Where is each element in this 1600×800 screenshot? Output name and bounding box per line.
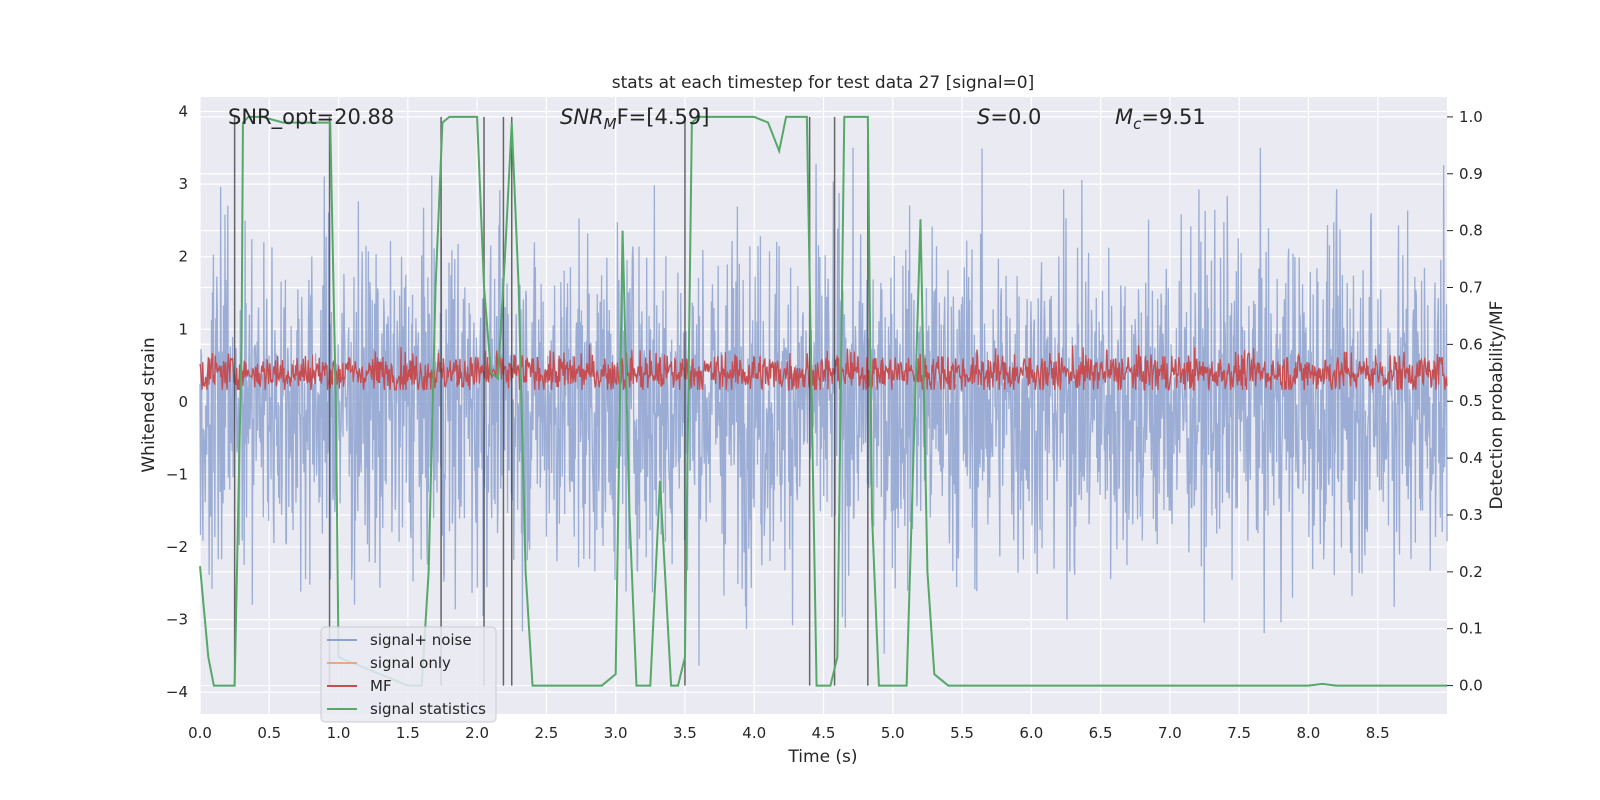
legend: signal+ noise signal only MF signal stat… [320,626,497,723]
snr-mf-rest: F=[4.59] [617,105,710,129]
x-tick-label: 1.5 [396,724,420,742]
y-left-axis-ticks: −4 −3 −2 −1 0 1 2 3 4 [166,103,188,702]
y-left-tick-label: −3 [166,611,188,629]
signal-statistics-series [199,115,1447,687]
y-right-tick-label: 0.1 [1459,620,1483,638]
snr-mf-main: SNR [560,105,604,129]
mc-rest: =9.51 [1141,105,1205,129]
y-right-tick-label: 0.9 [1459,165,1483,183]
x-tick-label: 2.5 [534,724,558,742]
annotation-snr-mf: SNRMF=[4.59] [560,105,709,133]
y-right-tick-label: 0.6 [1459,335,1483,353]
signal-noise-series [199,147,1448,666]
y-left-tick-label: −2 [166,538,188,556]
x-tick-label: 4.5 [812,724,836,742]
x-axis-ticks: 0.0 0.5 1.0 1.5 2.0 2.5 3.0 3.5 4.0 4.5 5.0 5.5 6.0 6… [188,724,1390,742]
y-left-tick-label: 2 [178,248,188,266]
snr-mf-sub: M [604,115,617,133]
y-left-tick-label: −1 [166,465,188,483]
x-tick-label: 4.0 [742,724,766,742]
legend-label-mf: MF [370,677,392,695]
x-tick-label: 7.5 [1227,724,1251,742]
y-right-tick-label: 0.2 [1459,563,1483,581]
y-right-axis-label: Detection probability/MF [1487,301,1507,510]
x-tick-label: 3.5 [673,724,697,742]
x-tick-label: 6.5 [1089,724,1113,742]
mc-sub: c [1133,115,1142,133]
mf-line [199,344,1448,392]
signal-noise-line [199,147,1448,666]
legend-label-signal-statistics: signal statistics [370,700,486,718]
y-right-tick-label: 0.7 [1459,279,1483,297]
legend-box [320,626,497,723]
x-tick-label: 2.0 [465,724,489,742]
y-right-tick-label: 1.0 [1459,108,1483,126]
y-left-tick-label: 1 [178,320,188,338]
y-right-tick-label: 0.0 [1459,677,1483,695]
x-tick-label: 7.0 [1158,724,1182,742]
annotation-mc: Mc=9.51 [1115,105,1206,133]
x-tick-label: 3.0 [604,724,628,742]
legend-label-signal-only: signal only [370,654,451,672]
chart-title: stats at each timestep for test data 27 … [612,73,1035,93]
y-right-tick-label: 0.5 [1459,392,1483,410]
signal-statistics-line [199,115,1447,687]
x-tick-label: 1.0 [327,724,351,742]
annotation-s: S=0.0 [977,105,1041,129]
y-right-tick-label: 0.3 [1459,506,1483,524]
y-left-tick-label: 0 [178,393,188,411]
y-right-tick-label: 0.4 [1459,449,1483,467]
legend-label-signal-noise: signal+ noise [370,631,472,649]
annotation-snr-opt: SNR_opt=20.88 [228,105,394,130]
x-axis-label: Time (s) [787,747,857,767]
x-tick-label: 5.5 [950,724,974,742]
y-left-tick-label: −4 [166,683,188,701]
x-tick-label: 8.5 [1366,724,1390,742]
y-left-tick-label: 4 [178,103,188,121]
x-tick-label: 5.0 [881,724,905,742]
x-tick-label: 0.0 [188,724,212,742]
y-left-axis-label: Whitened strain [139,337,159,472]
mc-main: M [1115,105,1133,129]
mf-series [199,344,1448,392]
y-right-axis-ticks: 0.0 0.1 0.2 0.3 0.4 0.5 0.6 0.7 0.8 0.9 1.0 [1447,108,1483,695]
s-rest: =0.0 [990,105,1041,129]
x-tick-label: 8.0 [1297,724,1321,742]
y-right-tick-label: 0.8 [1459,222,1483,240]
x-tick-label: 0.5 [257,724,281,742]
x-tick-label: 6.0 [1019,724,1043,742]
y-left-tick-label: 3 [178,175,188,193]
s-main: S [977,105,990,129]
